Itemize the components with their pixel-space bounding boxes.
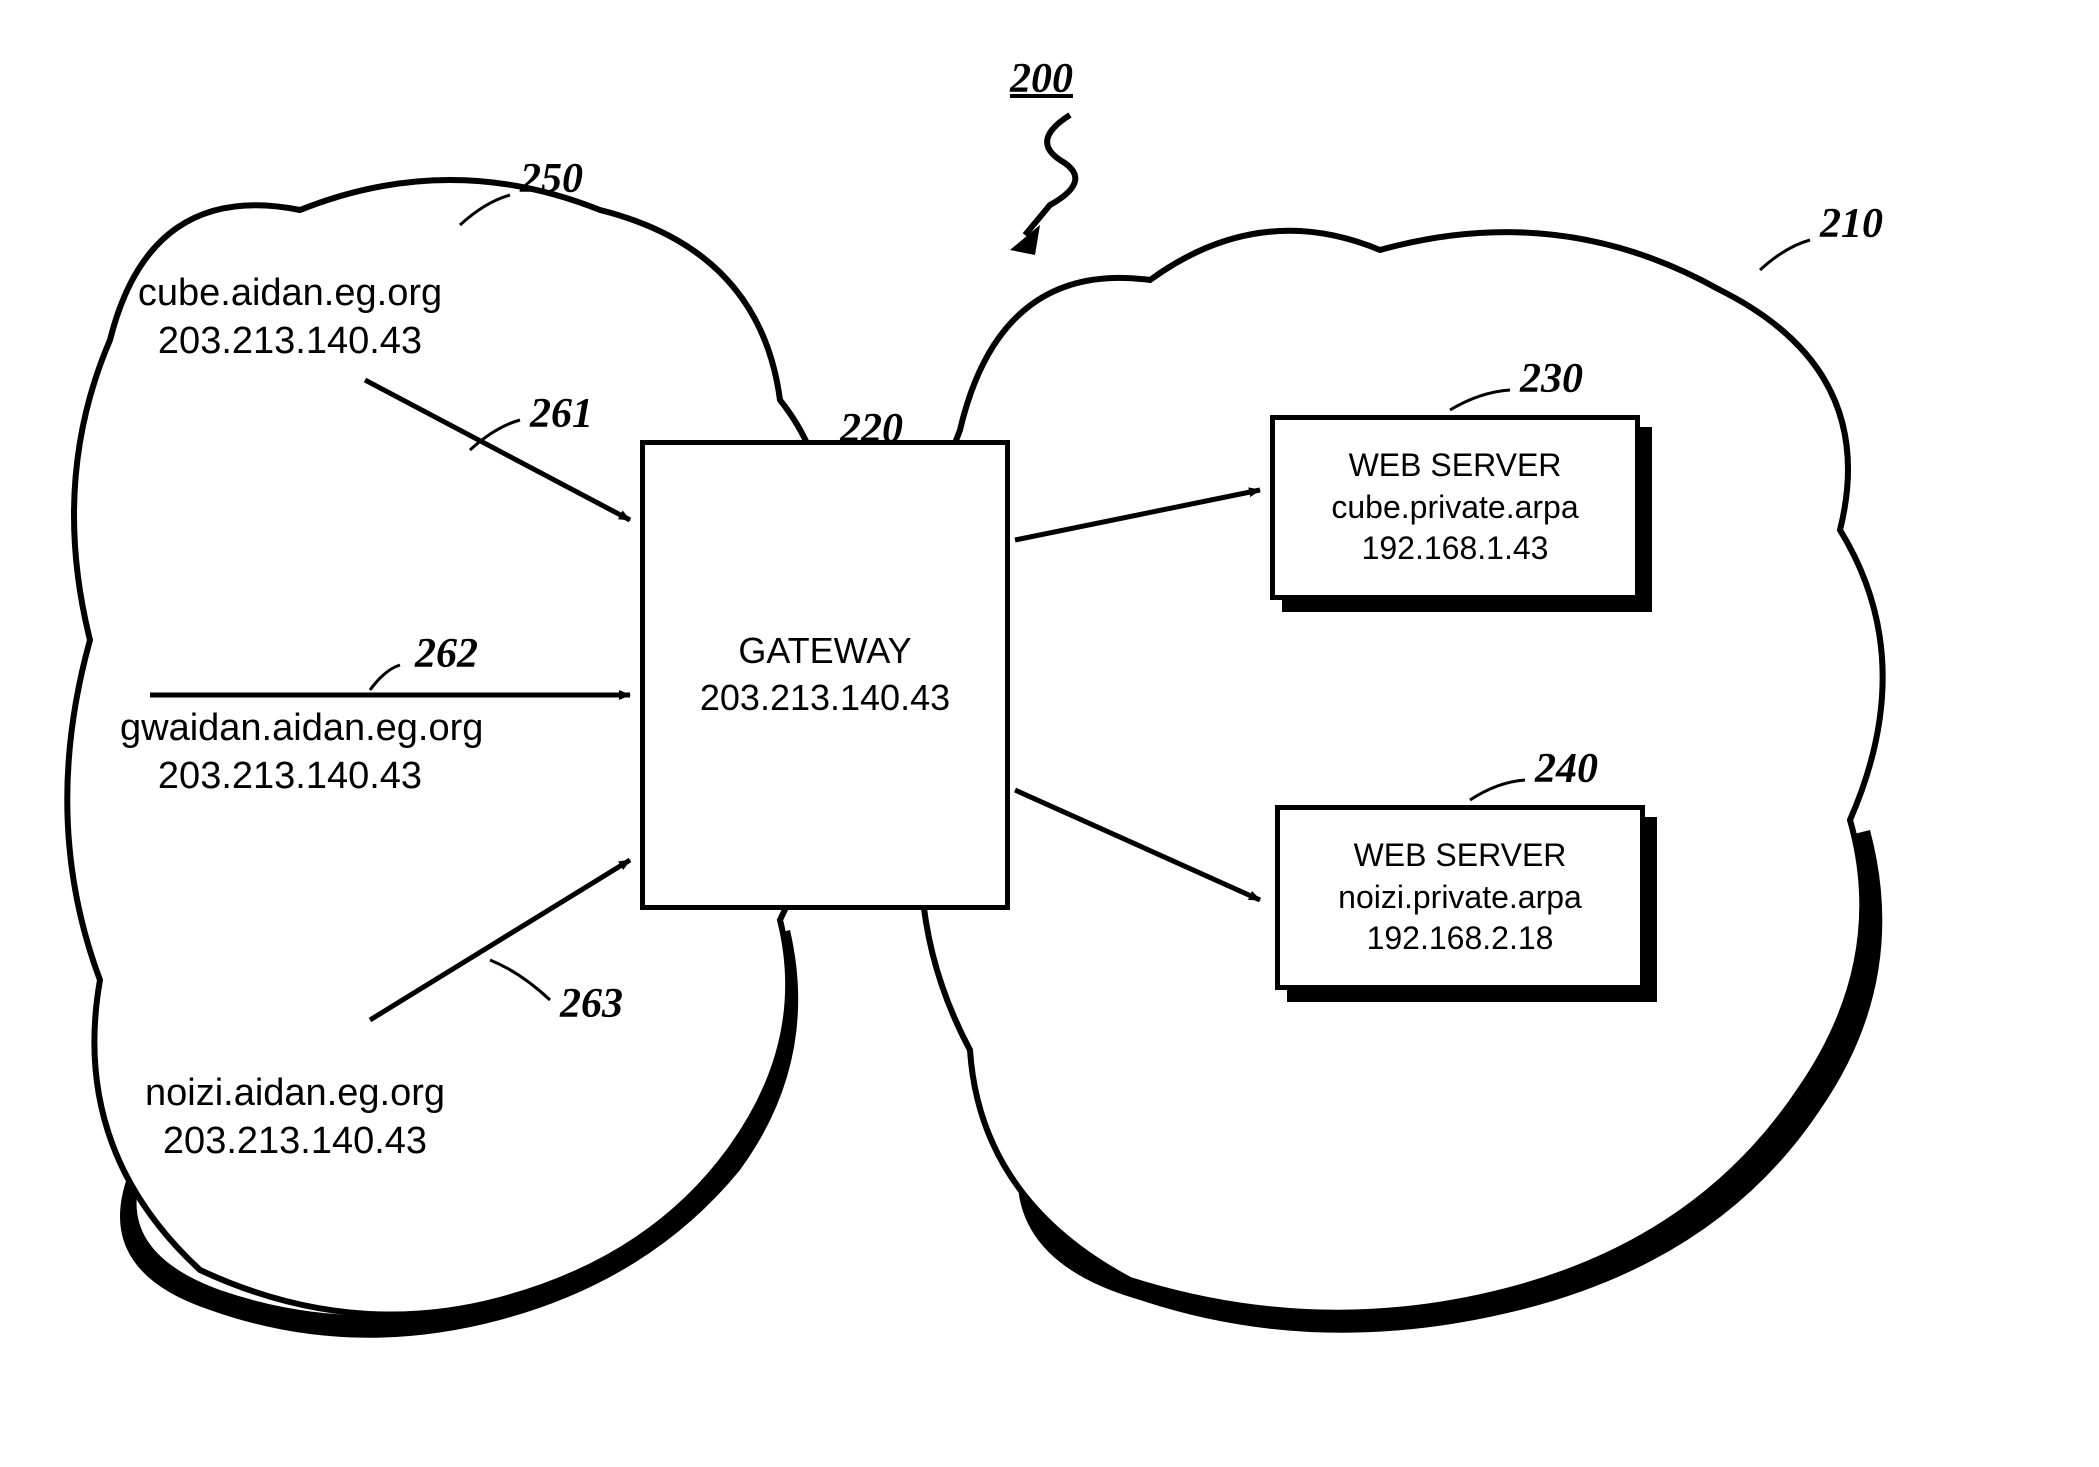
- server-ref: 230: [1520, 355, 1583, 403]
- server-title: WEB SERVER: [1354, 835, 1567, 877]
- client-ip: 203.213.140.43: [120, 318, 460, 366]
- diagram-canvas: 200 250 210 GATEWAY 203.213.140.43 220 W…: [0, 0, 2099, 1467]
- server-host: noizi.private.arpa: [1338, 877, 1582, 919]
- client-host: noizi.aidan.eg.org: [125, 1070, 465, 1118]
- client-label: noizi.aidan.eg.org203.213.140.43: [125, 1070, 465, 1165]
- server-ip: 192.168.1.43: [1362, 528, 1549, 570]
- cloud-left-ref: 250: [520, 155, 583, 203]
- server-box: WEB SERVERcube.private.arpa192.168.1.43: [1270, 415, 1640, 600]
- client-label: cube.aidan.eg.org203.213.140.43: [120, 270, 460, 365]
- client-ip: 203.213.140.43: [125, 1118, 465, 1166]
- client-ref: 263: [560, 980, 623, 1028]
- squiggle-arrow-icon: [1025, 115, 1075, 235]
- client-label: gwaidan.aidan.eg.org203.213.140.43: [120, 705, 460, 800]
- client-host: cube.aidan.eg.org: [120, 270, 460, 318]
- cloud-right-outline: [921, 231, 1883, 1313]
- squiggle-arrowhead-icon: [1010, 225, 1040, 255]
- gateway-ip: 203.213.140.43: [700, 675, 950, 722]
- client-ip: 203.213.140.43: [120, 753, 460, 801]
- server-host: cube.private.arpa: [1331, 487, 1578, 529]
- client-ref: 262: [415, 630, 478, 678]
- server-ref: 240: [1535, 745, 1598, 793]
- client-host: gwaidan.aidan.eg.org: [120, 705, 460, 753]
- cloud-right-ref: 210: [1820, 200, 1883, 248]
- figure-ref-label: 200: [1010, 55, 1073, 103]
- server-ip: 192.168.2.18: [1367, 918, 1554, 960]
- gateway-ref: 220: [840, 405, 903, 453]
- gateway-box: GATEWAY 203.213.140.43: [640, 440, 1010, 910]
- client-ref: 261: [530, 390, 593, 438]
- gateway-title: GATEWAY: [738, 628, 911, 675]
- server-box: WEB SERVERnoizi.private.arpa192.168.2.18: [1275, 805, 1645, 990]
- server-title: WEB SERVER: [1349, 445, 1562, 487]
